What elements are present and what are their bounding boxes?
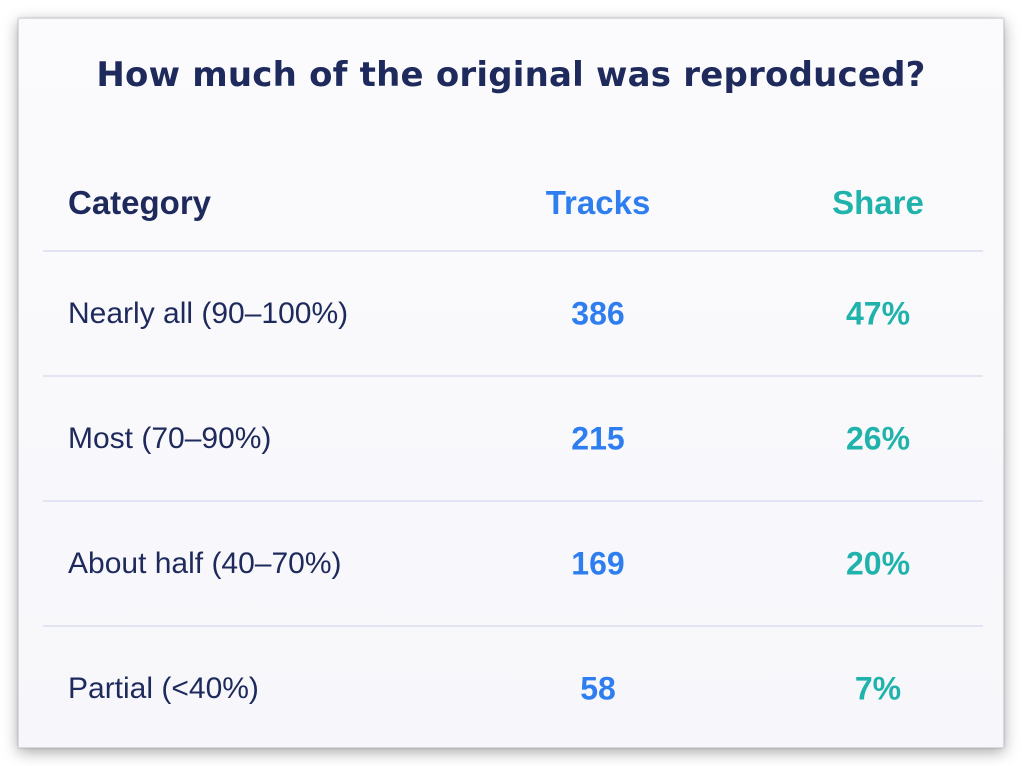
table-row: Most (70–90%) 215 26% [43,377,983,502]
table-row: Partial (<40%) 58 7% [43,627,983,750]
tracks-cell: 215 [571,420,625,456]
table-card: How much of the original was reproduced?… [18,18,1004,748]
category-cell: Partial (<40%) [68,671,259,705]
share-cell: 20% [845,545,911,581]
column-header-category: Category [68,183,212,221]
table-row: About half (40–70%) 169 20% [43,502,983,627]
table-row: Nearly all (90–100%) 386 47% [43,252,983,377]
share-cell: 26% [845,420,911,456]
page-title: How much of the original was reproduced? [96,55,926,95]
tracks-cell: 58 [580,670,616,706]
category-cell: Most (70–90%) [68,421,272,455]
category-cell: Nearly all (90–100%) [68,296,349,330]
table-header-row: Category Tracks Share [43,155,983,252]
data-table: Category Tracks Share Nearly all (90–100… [43,155,983,750]
column-header-tracks: Tracks [545,183,651,221]
share-cell: 7% [854,670,902,706]
share-cell: 47% [845,295,911,331]
category-cell: About half (40–70%) [68,546,342,580]
tracks-cell: 169 [571,545,625,581]
column-header-share: Share [832,183,924,221]
tracks-cell: 386 [571,295,625,331]
